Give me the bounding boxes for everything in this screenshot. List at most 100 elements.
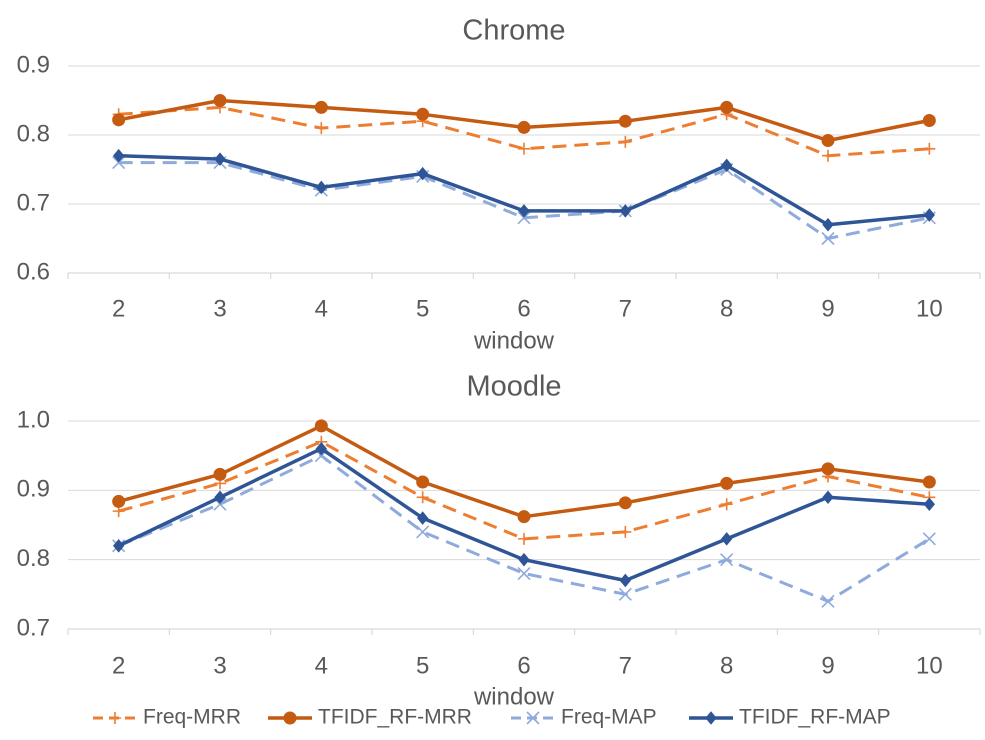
freq-mrr-point [720,498,733,511]
freq-map-point [720,553,734,567]
x-tick-label: 5 [416,652,429,679]
tfidf-rf-mrr-point [720,100,734,114]
legend-item-tfidf-rf-mrr: TFIDF_RF-MRR [268,706,472,729]
freq-map-point [112,156,126,170]
tfidf-rf-map-point [721,158,733,173]
tfidf-rf-map-point [923,208,935,222]
tfidf-rf-mrr-point [112,113,126,127]
tfidf-rf-map-point [315,180,327,195]
y-tick-label: 0.7 [17,189,50,216]
chart-title: Moodle [466,371,561,403]
series-tfidf-rf-mrr [112,94,936,148]
tfidf-rf-map-point [518,552,530,567]
series-line-freq-map [118,161,930,240]
legend-item-freq-map: Freq-MAP [511,706,657,729]
tfidf-rf-map-point [214,490,226,505]
legend-label: Freq-MRR [143,706,241,729]
legend-label: Freq-MAP [561,706,657,729]
freq-map-point [517,566,531,581]
tfidf-rf-mrr-point [618,496,632,510]
tfidf-rf-map-point [417,511,429,525]
tfidf-rf-mrr-point [314,419,328,433]
tfidf-rf-map-point [417,166,429,181]
x-tick-label: 9 [821,295,834,322]
tfidf-rf-mrr-point [821,134,835,148]
tfidf-rf-map-point [923,497,935,511]
y-tick-label: 0.8 [17,120,50,147]
freq-mrr-point [619,135,632,148]
tfidf-rf-mrr-point [213,94,227,107]
x-tick-label: 8 [720,295,733,322]
x-tick-label: 4 [315,295,328,322]
tfidf-rf-map-point [113,148,125,163]
x-tick-label: 3 [213,652,226,679]
tfidf-rf-mrr-point [213,467,227,481]
series-line-tfidf-rf-mrr [118,424,930,519]
tfidf-rf-mrr-point [112,494,126,508]
series-line-freq-mrr [118,105,930,158]
tfidf-rf-mrr-point [517,510,531,524]
legend-label: TFIDF_RF-MAP [739,706,891,729]
tfidf-rf-map-point [721,532,733,546]
tfidf-rf-mrr-point [416,107,430,121]
x-tick-label: 4 [315,652,328,679]
x-tick-label: 3 [213,295,226,322]
series-tfidf-rf-map [113,441,935,588]
legend: Freq-MRR TFIDF_RF-MRR Freq-MAP TFIDF_RF-MAP [93,706,891,729]
tfidf-rf-map-point [518,204,530,218]
y-tick-label: 0.7 [17,614,50,641]
legend-item-freq-mrr: Freq-MRR [93,706,241,729]
moodle-chart: Moodle 0.7 0.8 0.9 1.0 2 3 4 5 6 7 8 9 10 window [17,371,981,710]
freq-mrr-point [518,532,530,545]
tfidf-rf-map-point [822,217,834,232]
series-line-freq-mrr [118,440,930,541]
freq-mrr-point [619,525,632,538]
x-tick-label: 7 [619,295,632,322]
tfidf-rf-map-point [619,573,631,588]
x-tick-label: 9 [821,652,834,679]
legend-label: TFIDF_RF-MRR [318,706,472,729]
series-tfidf-rf-mrr [112,419,936,524]
y-tick-label: 0.6 [17,258,50,285]
tfidf-rf-map-point [214,152,226,166]
y-tick-label: 0.9 [17,476,50,503]
x-axis-label: window [473,683,555,710]
x-tick-label: 8 [720,652,733,679]
legend-marker [705,711,717,725]
freq-mrr-point [315,122,328,135]
x-tick-label: 5 [416,295,429,322]
x-axis-label: window [473,327,555,354]
series-freq-mrr [112,435,936,545]
legend-item-tfidf-rf-map: TFIDF_RF-MAP [689,706,891,729]
x-tick-label: 2 [112,652,125,679]
series-line-freq-map [118,454,931,603]
x-tick-label: 6 [517,652,530,679]
x-tick-label: 10 [916,295,943,322]
tfidf-rf-mrr-point [922,475,936,489]
tfidf-rf-map-point [113,539,125,553]
tfidf-rf-map-point [315,441,327,456]
freq-mrr-point [416,491,429,504]
tfidf-rf-mrr-point [720,476,734,490]
tfidf-rf-map-point [822,490,834,505]
tfidf-rf-mrr-point [517,120,531,134]
x-tick-label: 10 [916,652,943,679]
x-tick-label: 7 [619,652,632,679]
legend-marker [526,711,540,725]
freq-map-point [416,525,430,539]
tfidf-rf-mrr-point [922,114,936,128]
x-tick-label: 2 [112,295,125,322]
freq-map-point [618,587,632,601]
tfidf-rf-mrr-point [821,462,835,476]
legend-marker [109,712,121,724]
series-freq-map [112,156,936,246]
freq-mrr-point [923,142,936,155]
tfidf-rf-mrr-point [314,100,328,114]
series-freq-map [112,449,936,608]
freq-mrr-point [518,142,530,155]
freq-map-point [821,594,835,608]
tfidf-rf-mrr-point [416,475,430,489]
tfidf-rf-mrr-point [618,114,632,128]
chart-title: Chrome [462,15,565,47]
